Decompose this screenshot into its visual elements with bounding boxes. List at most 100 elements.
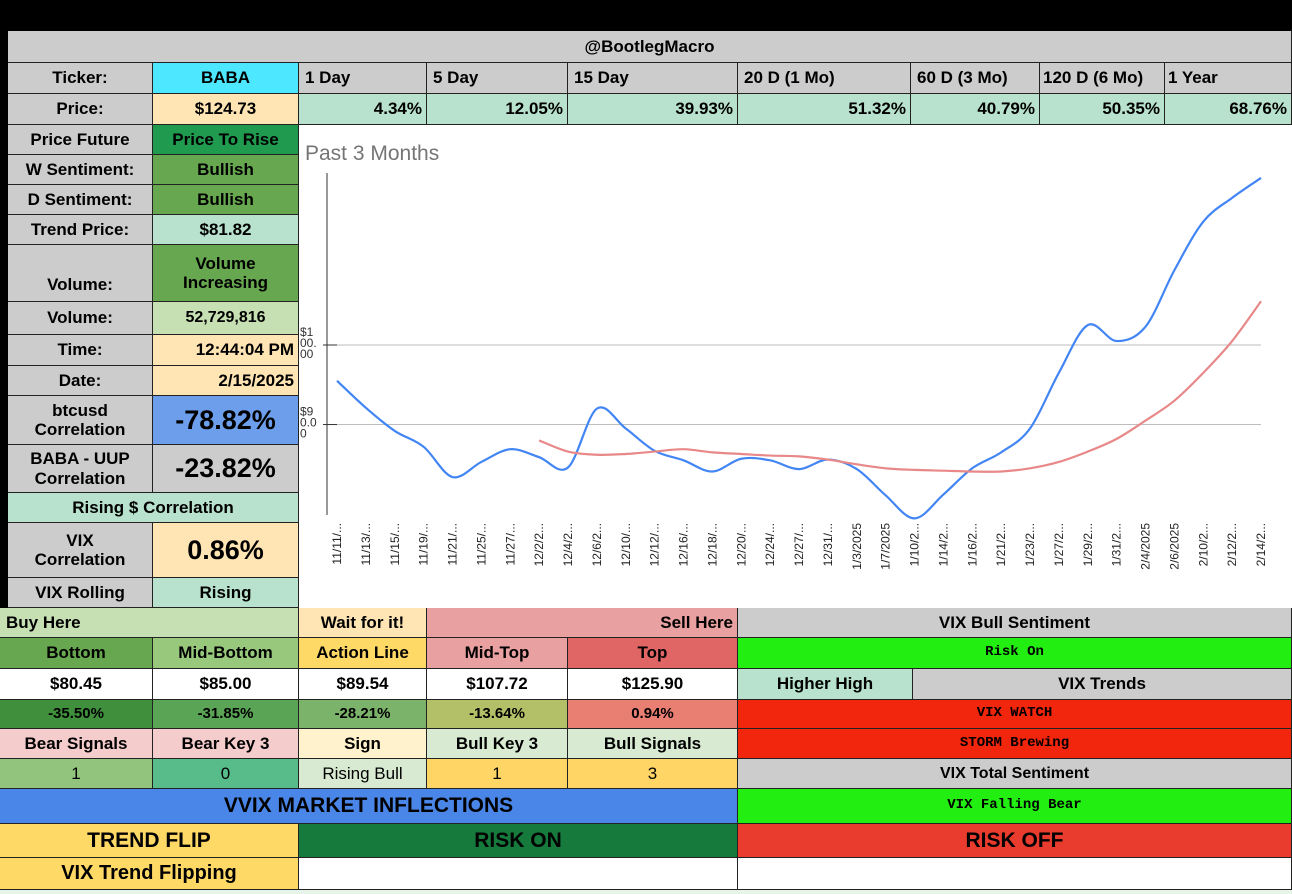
period-header: 5 Day bbox=[427, 63, 568, 94]
vix-watch: VIX WATCH bbox=[738, 700, 1292, 729]
level-price: $125.90 bbox=[568, 669, 738, 700]
series-line-price bbox=[336, 177, 1262, 520]
storm-brewing: STORM Brewing bbox=[738, 729, 1292, 759]
vix-total-sentiment-value: VIX Falling Bear bbox=[738, 789, 1292, 824]
period-change: 40.79% bbox=[911, 94, 1040, 125]
x-tick-label: 1/10/2... bbox=[908, 523, 922, 566]
signal-label: Bull Signals bbox=[568, 729, 738, 759]
trend-price-label: Trend Price: bbox=[8, 215, 153, 245]
d-sentiment-value: Bullish bbox=[153, 185, 299, 215]
x-tick-label: 1/23/2... bbox=[1023, 523, 1037, 566]
x-tick-label: 11/21/... bbox=[446, 523, 460, 565]
x-tick-label: 1/16/2... bbox=[965, 523, 979, 566]
level-label: Mid-Bottom bbox=[153, 638, 299, 669]
period-header: 20 D (1 Mo) bbox=[738, 63, 911, 94]
x-tick-label: 12/20/... bbox=[734, 523, 748, 566]
y-tick-label: 0.0 bbox=[300, 416, 317, 430]
period-header: 1 Day bbox=[299, 63, 427, 94]
x-tick-label: 2/4/2025 bbox=[1139, 523, 1153, 570]
w-sentiment-label: W Sentiment: bbox=[8, 155, 153, 185]
x-tick-label: 12/16/... bbox=[677, 523, 691, 566]
trend-flip: TREND FLIP bbox=[0, 824, 299, 858]
period-change: 50.35% bbox=[1040, 94, 1165, 125]
empty-row bbox=[0, 890, 1292, 894]
x-tick-label: 11/25/... bbox=[474, 523, 488, 565]
price-future-label: Price Future bbox=[8, 125, 153, 155]
price-value: $124.73 bbox=[153, 94, 299, 125]
x-tick-label: 12/6/2... bbox=[590, 523, 604, 566]
series-line-trend bbox=[538, 300, 1262, 473]
date-value: 2/15/2025 bbox=[153, 366, 299, 396]
empty-cell bbox=[738, 858, 1292, 890]
btc-correlation-value: -78.82% bbox=[153, 396, 299, 445]
w-sentiment-value: Bullish bbox=[153, 155, 299, 185]
signal-value: 1 bbox=[0, 759, 153, 789]
x-tick-label: 1/27/2... bbox=[1052, 523, 1066, 566]
volume-trend-label: Volume: bbox=[8, 245, 153, 302]
period-change: 39.93% bbox=[568, 94, 738, 125]
level-label: Action Line bbox=[299, 638, 427, 669]
level-price: $80.45 bbox=[0, 669, 153, 700]
x-tick-label: 2/6/2025 bbox=[1167, 523, 1181, 570]
price-chart: Past 3 Months $1 00. 00 $9 0.0 0 11/11/... 11/13… bbox=[299, 125, 1292, 609]
vix-correlation-value: 0.86% bbox=[153, 523, 299, 578]
date-label: Date: bbox=[8, 366, 153, 396]
signal-value: 3 bbox=[568, 759, 738, 789]
price-label: Price: bbox=[8, 94, 153, 125]
level-price: $89.54 bbox=[299, 669, 427, 700]
level-pct: -13.64% bbox=[427, 700, 568, 729]
trend-price-value: $81.82 bbox=[153, 215, 299, 245]
time-label: Time: bbox=[8, 335, 153, 366]
level-pct: -28.21% bbox=[299, 700, 427, 729]
x-tick-label: 1/21/2... bbox=[994, 523, 1008, 566]
vvix-title: VVIX MARKET INFLECTIONS bbox=[0, 789, 738, 824]
btc-correlation-label: btcusd Correlation bbox=[8, 396, 153, 445]
x-tick-label: 1/29/2... bbox=[1081, 523, 1095, 566]
x-tick-label: 1/31/2... bbox=[1110, 523, 1124, 566]
x-tick-label: 2/12/2... bbox=[1225, 523, 1239, 566]
ticker-value[interactable]: BABA bbox=[153, 63, 299, 94]
x-tick-label: 11/27/... bbox=[503, 523, 517, 565]
vix-trends-label: VIX Trends bbox=[913, 669, 1292, 700]
period-change: 68.76% bbox=[1165, 94, 1292, 125]
y-tick-label: 0 bbox=[300, 427, 307, 441]
buy-here-label: Buy Here bbox=[0, 608, 299, 638]
y-tick-label: $1 bbox=[300, 325, 314, 339]
vix-bull-sentiment-label: VIX Bull Sentiment bbox=[738, 608, 1292, 638]
uup-correlation-label: BABA - UUP Correlation bbox=[8, 445, 153, 493]
x-tick-label: 12/27/... bbox=[792, 523, 806, 566]
period-header: 120 D (6 Mo) bbox=[1040, 63, 1165, 94]
signal-value: 1 bbox=[427, 759, 568, 789]
volume-value: 52,729,816 bbox=[153, 302, 299, 335]
x-tick-label: 11/15/... bbox=[388, 523, 402, 565]
chart-title: Past 3 Months bbox=[305, 142, 439, 165]
level-label: Mid-Top bbox=[427, 638, 568, 669]
y-tick-label: 00 bbox=[300, 347, 314, 361]
signal-label: Bear Signals bbox=[0, 729, 153, 759]
vix-rolling-value: Rising bbox=[153, 578, 299, 608]
d-sentiment-label: D Sentiment: bbox=[8, 185, 153, 215]
ticker-label: Ticker: bbox=[8, 63, 153, 94]
x-tick-label: 1/7/2025 bbox=[879, 523, 893, 570]
x-tick-label: 12/2/2... bbox=[532, 523, 546, 566]
sell-here-label: Sell Here bbox=[427, 608, 738, 638]
level-label: Bottom bbox=[0, 638, 153, 669]
level-pct: -31.85% bbox=[153, 700, 299, 729]
x-tick-label: 2/14/2... bbox=[1254, 523, 1268, 566]
rising-correlation-label: Rising $ Correlation bbox=[8, 493, 299, 523]
period-header: 60 D (3 Mo) bbox=[911, 63, 1040, 94]
level-label: Top bbox=[568, 638, 738, 669]
signal-label: Bull Key 3 bbox=[427, 729, 568, 759]
risk-on: RISK ON bbox=[299, 824, 738, 858]
vix-trend-flipping: VIX Trend Flipping bbox=[0, 858, 299, 890]
time-value: 12:44:04 PM bbox=[153, 335, 299, 366]
period-header: 1 Year bbox=[1165, 63, 1292, 94]
vix-correlation-label: VIX Correlation bbox=[8, 523, 153, 578]
x-tick-label: 2/10/2... bbox=[1196, 523, 1210, 566]
x-tick-label: 11/11/... bbox=[330, 523, 344, 565]
vix-rolling-label: VIX Rolling bbox=[8, 578, 153, 608]
signal-label: Sign bbox=[299, 729, 427, 759]
volume-trend-value: Volume Increasing bbox=[153, 245, 299, 302]
x-tick-label: 12/4/2... bbox=[561, 523, 575, 566]
level-price: $107.72 bbox=[427, 669, 568, 700]
